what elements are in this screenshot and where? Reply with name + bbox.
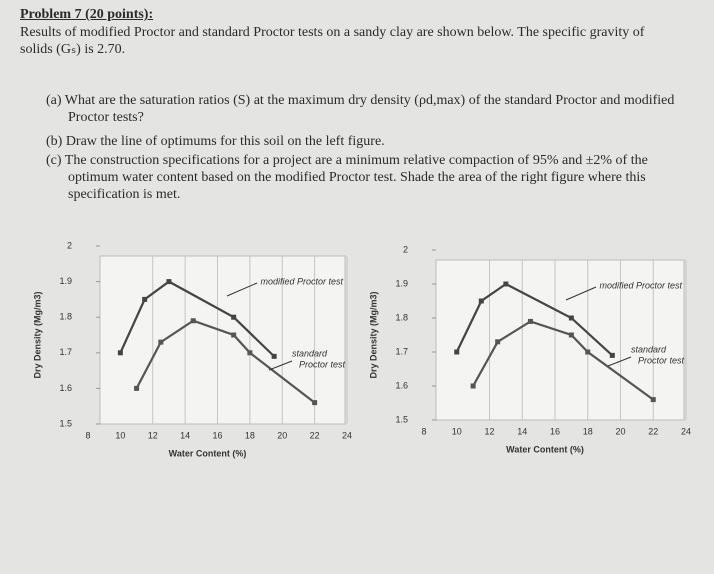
y-tick-label: 1.7 [59,347,72,357]
annotation: modified Proctor test [599,280,682,290]
annotation: modified Proctor test [260,276,343,286]
y-tick-label: 1.5 [59,418,72,428]
x-tick-label: 12 [148,430,158,440]
annotation: standard [292,348,328,358]
x-tick-label: 14 [180,430,190,440]
x-tick-label: 24 [342,430,352,440]
marker [247,350,253,356]
y-tick-label: 2 [67,240,72,250]
question: (c) The construction specifications for … [46,153,648,202]
marker [158,339,164,345]
question: (b) Draw the line of optimums for this s… [46,134,385,149]
x-tick-label: 10 [452,426,462,436]
marker [231,314,237,320]
marker [134,385,140,391]
x-tick-label: 22 [648,426,658,436]
marker [142,296,148,302]
annotation: standard [631,344,667,354]
marker [117,350,123,356]
y-tick-label: 2 [403,244,408,254]
x-tick-label: 18 [583,426,593,436]
y-axis-label: Dry Density (Mg/m3) [368,291,378,378]
marker [650,397,656,403]
marker [190,318,196,324]
leader [607,356,632,367]
leader [226,282,258,297]
leader [565,286,597,301]
y-tick-label: 1.5 [395,414,408,424]
y-tick-label: 1.6 [395,380,408,390]
y-tick-label: 1.7 [395,346,408,356]
annotation: Proctor test [638,355,685,365]
marker [568,332,574,338]
x-tick-label: 8 [421,426,426,436]
leader [268,360,293,371]
y-tick-label: 1.6 [59,383,72,393]
x-axis-label: Water Content (%) [169,448,247,458]
x-tick-label: 8 [85,430,90,440]
y-tick-label: 1.8 [395,312,408,322]
marker [585,349,591,355]
x-tick-label: 14 [517,426,527,436]
x-axis-label: Water Content (%) [506,444,584,454]
marker [527,318,533,324]
y-axis-label: Dry Density (Mg/m3) [32,291,42,378]
marker [609,352,615,358]
y-tick-label: 1.9 [59,276,72,286]
problem-title: Problem 7 (20 points): [20,7,154,22]
x-tick-label: 16 [550,426,560,436]
curve [472,320,654,401]
x-tick-label: 10 [115,430,125,440]
marker [166,279,172,285]
marker [495,339,501,345]
x-tick-label: 20 [277,430,287,440]
marker [454,349,460,355]
marker [503,281,509,287]
x-tick-label: 12 [484,426,494,436]
marker [231,332,237,338]
marker [271,353,277,359]
question: (a) What are the saturation ratios (S) a… [46,93,675,125]
x-tick-label: 20 [615,426,625,436]
plot-area [99,255,346,425]
x-tick-label: 16 [212,430,222,440]
x-tick-label: 22 [310,430,320,440]
y-tick-label: 1.9 [395,278,408,288]
marker [470,383,476,389]
marker [312,400,318,406]
intro-text: Results of modified Proctor and standard… [20,25,645,57]
x-tick-label: 18 [245,430,255,440]
plot-area [435,259,685,421]
annotation: Proctor test [299,359,346,369]
curve [135,319,316,404]
y-tick-label: 1.8 [59,312,72,322]
marker [478,298,484,304]
marker [568,315,574,321]
x-tick-label: 24 [681,426,691,436]
